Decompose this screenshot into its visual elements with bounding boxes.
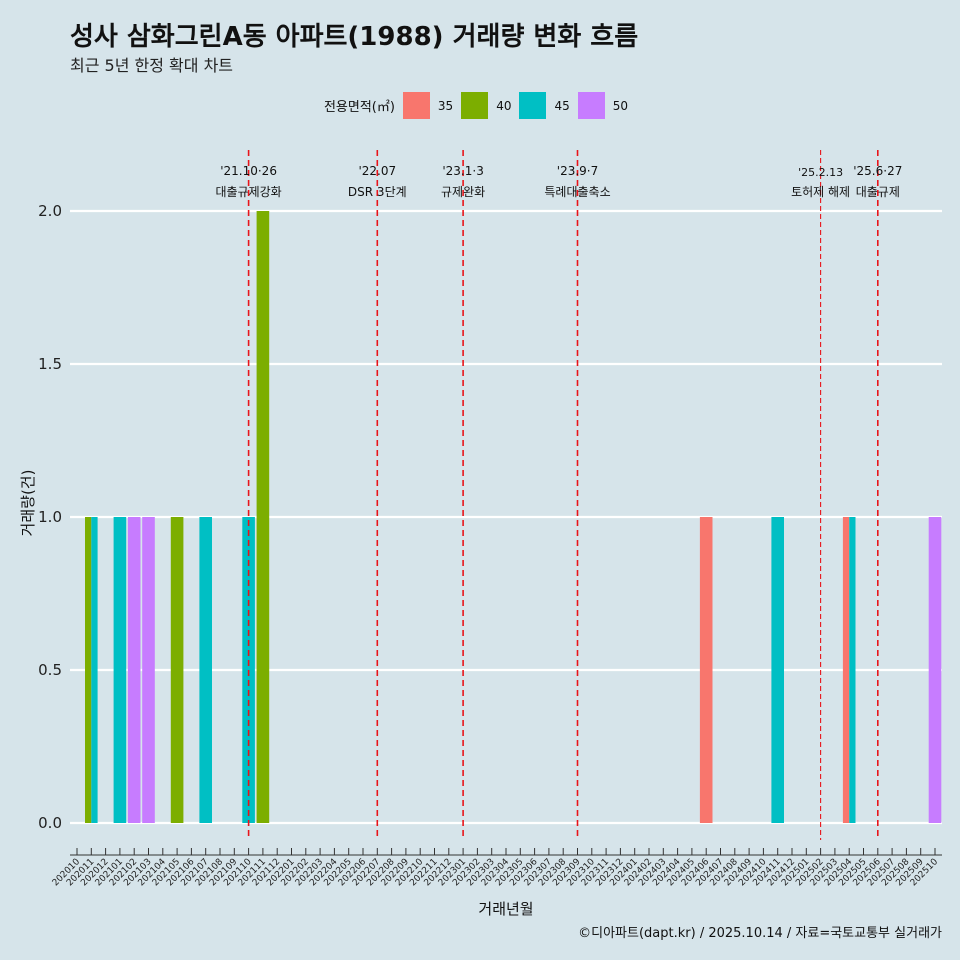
bar-202102-50 xyxy=(127,517,141,823)
y-tick-label: 0.0 xyxy=(38,814,62,832)
event-text-label: 대출규제강화 xyxy=(215,185,281,199)
legend-swatch xyxy=(402,92,430,119)
bar-202504-45 xyxy=(849,517,856,823)
event-text-label: 토허제 해제 xyxy=(791,185,850,199)
event-text-label: 특례대출축소 xyxy=(544,185,610,199)
x-axis-title: 거래년월 xyxy=(478,900,533,918)
legend-item-35: 35 xyxy=(402,92,454,119)
bar-202411-45 xyxy=(771,517,784,823)
legend-label: 45 xyxy=(554,98,570,113)
bar-202504-35 xyxy=(842,517,850,823)
legend-swatch xyxy=(577,92,605,119)
y-tick-label: 1.5 xyxy=(38,355,62,373)
event-text-label: 규제완화 xyxy=(441,185,485,199)
bar-202111-40 xyxy=(256,211,270,823)
chart-subtitle: 최근 5년 한정 확대 차트 xyxy=(70,56,234,75)
bar-202406-35 xyxy=(699,517,713,823)
legend-item-50: 50 xyxy=(577,92,629,119)
bar-202011-40 xyxy=(85,517,92,823)
legend: 전용면적(㎡) 35 40 45 50 xyxy=(0,92,960,119)
legend-item-40: 40 xyxy=(461,92,511,119)
legend-item-45: 45 xyxy=(519,92,570,119)
event-date-label: '25.2.13 xyxy=(798,166,843,179)
event-date-label: '23.1·3 xyxy=(442,164,483,178)
event-date-label: '25.6·27 xyxy=(853,164,902,178)
y-tick-label: 1.0 xyxy=(38,508,62,526)
bar-202105-40 xyxy=(170,517,184,823)
source-caption: ©디아파트(dapt.kr) / 2025.10.14 / 자료=국토교통부 실… xyxy=(578,926,942,941)
bar-202101-45 xyxy=(113,517,127,823)
event-date-label: '23.9·7 xyxy=(557,164,598,178)
legend-swatch xyxy=(519,92,547,119)
y-tick-label: 2.0 xyxy=(38,202,62,220)
legend-title: 전용면적(㎡) xyxy=(323,100,395,115)
event-date-label: '22.07 xyxy=(358,164,396,178)
bar-202103-50 xyxy=(142,517,155,823)
y-tick-label: 0.5 xyxy=(38,661,62,679)
event-text-label: DSR 3단계 xyxy=(348,185,407,199)
legend-label: 40 xyxy=(496,98,512,113)
y-axis-title: 거래량(건) xyxy=(19,470,37,537)
legend-label: 50 xyxy=(612,98,629,113)
legend-label: 35 xyxy=(437,98,454,113)
legend-swatch xyxy=(461,92,489,119)
bar-202011-45 xyxy=(91,517,98,823)
event-date-label: '21.10·26 xyxy=(220,164,277,178)
chart-title: 성사 삼화그린A동 아파트(1988) 거래량 변화 흐름 xyxy=(70,22,639,52)
bar-202510-50 xyxy=(928,517,942,823)
bar-202107-45 xyxy=(199,517,212,823)
event-text-label: 대출규제 xyxy=(856,185,900,199)
